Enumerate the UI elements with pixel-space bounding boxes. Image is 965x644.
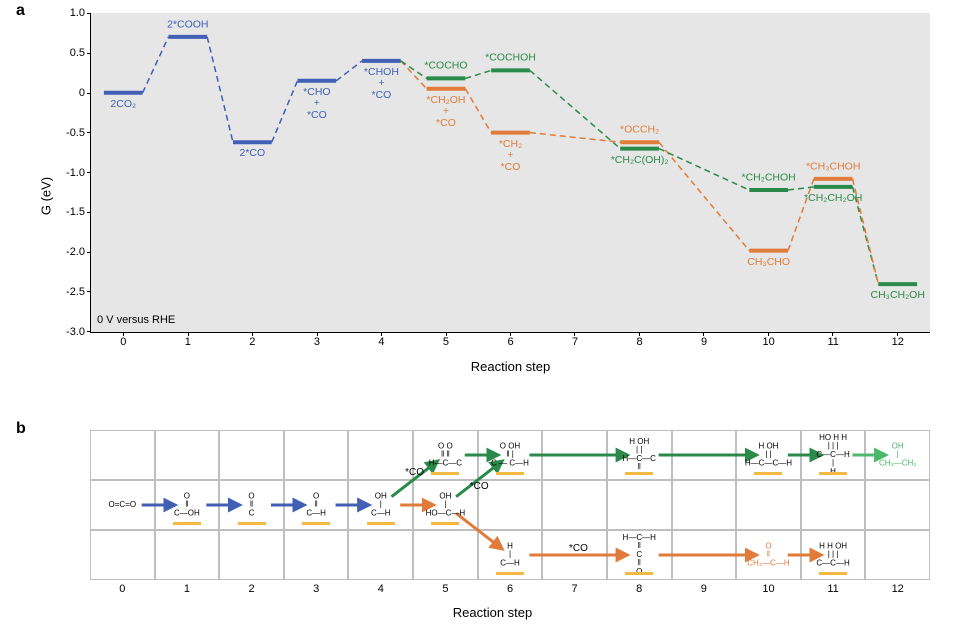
xtick-label-b: 2 (248, 583, 254, 595)
energy-level-label: *CH₂OH+*CO (426, 95, 465, 130)
surface-bar (431, 472, 459, 475)
xtick-mark (703, 332, 704, 336)
xtick-label-b: 9 (701, 583, 707, 595)
xtick-mark (317, 332, 318, 336)
ytick-mark (87, 13, 91, 14)
xtick-mark (574, 332, 575, 336)
arrow-note: *CO (470, 481, 489, 492)
xtick-label-b: 1 (184, 583, 190, 595)
arrow-note: *CO (569, 543, 588, 554)
surface-bar (625, 572, 653, 575)
energy-level-label: *OCCH₂ (620, 125, 659, 137)
ytick-mark (87, 212, 91, 213)
xtick-mark (123, 332, 124, 336)
surface-bar (367, 522, 395, 525)
xtick-mark (897, 332, 898, 336)
molecule: OH|C—H (371, 492, 391, 517)
energy-level-label: *CH₂CH₂OH (804, 193, 862, 205)
xtick-label-b: 7 (572, 583, 578, 595)
energy-level-label: *COCHO (424, 61, 467, 73)
ytick-mark (87, 172, 91, 173)
surface-bar (625, 472, 653, 475)
molecule: O O‖ ‖H—C—C (429, 442, 462, 467)
molecule: H OH| |H—C—C ‖ (623, 438, 656, 472)
surface-bar (496, 472, 524, 475)
xtick-label-b: 12 (892, 583, 904, 595)
energy-level-label: *CH₂C(OH)₂ (611, 155, 669, 167)
energy-level-label: *CHO+*CO (303, 87, 330, 122)
y-axis-label: G (eV) (39, 176, 54, 214)
energy-level-label: CH₃CH₂OH (871, 290, 925, 302)
molecule: O‖C—OH (174, 492, 200, 517)
xtick-label-b: 0 (119, 583, 125, 595)
xtick-mark (639, 332, 640, 336)
arrow-note: *CO (405, 467, 424, 478)
panel-b-label: b (16, 420, 26, 438)
plot-inner-a: -3.0-2.5-2.0-1.5-1.0-0.500.51.0012345678… (91, 13, 930, 332)
plot-area-a: -3.0-2.5-2.0-1.5-1.0-0.500.51.0012345678… (90, 13, 930, 333)
surface-bar (754, 472, 782, 475)
figure: a G (eV) -3.0-2.5-2.0-1.5-1.0-0.500.51.0… (0, 0, 965, 644)
panel-a: G (eV) -3.0-2.5-2.0-1.5-1.0-0.500.51.001… (40, 8, 945, 383)
xtick-label-b: 5 (442, 583, 448, 595)
energy-level-label: 2CO₂ (110, 99, 136, 111)
xtick-mark (768, 332, 769, 336)
molecule: OH|CH₃—CH₂ (879, 442, 916, 467)
surface-bar (819, 572, 847, 575)
x-axis-label-b: Reaction step (453, 605, 533, 620)
surface-bar (302, 522, 330, 525)
xtick-mark (252, 332, 253, 336)
xtick-mark (832, 332, 833, 336)
ytick-mark (87, 93, 91, 94)
panel-b: O=C=O O‖C—OH O‖C O‖C—H OH|C—H OH|HO—C—H O O‖ ‖… (40, 430, 945, 630)
xtick-label-b: 10 (762, 583, 774, 595)
xtick-mark (446, 332, 447, 336)
energy-level-label: *CHOH+*CO (364, 67, 399, 102)
surface-bar (819, 472, 847, 475)
energy-level-label: *CH₃CHOH (806, 161, 860, 173)
xtick-label-b: 4 (378, 583, 384, 595)
energy-level-label: *CH₂CHOH (742, 172, 796, 184)
grid-b: O=C=O O‖C—OH O‖C O‖C—H OH|C—H OH|HO—C—H O O‖ ‖… (90, 430, 930, 580)
molecule: O OH‖ |C — C—H (491, 442, 529, 467)
x-axis-label-a: Reaction step (471, 359, 551, 374)
panel-a-label: a (16, 2, 25, 20)
energy-level-label: 2*COOH (167, 19, 208, 31)
molecule: O=C=O (109, 501, 137, 509)
molecule: H—C—H ‖ C ‖ O (623, 534, 656, 576)
molecule: HO H H | | |C—C—H | H (816, 434, 849, 476)
surface-bar (431, 522, 459, 525)
ytick-mark (87, 331, 91, 332)
energy-level-label: *CH₂+*CO (499, 139, 522, 174)
xtick-label-b: 11 (827, 583, 838, 595)
molecule: O‖CH₃—C—H (747, 542, 789, 567)
molecule: O‖C—H (306, 492, 326, 517)
ytick-mark (87, 252, 91, 253)
ytick-mark (87, 132, 91, 133)
molecule: O‖C (248, 492, 254, 517)
condition-label: 0 V versus RHE (97, 314, 175, 326)
xtick-label-b: 8 (636, 583, 642, 595)
energy-level-label: CH₃CHO (747, 257, 790, 269)
surface-bar (496, 572, 524, 575)
xtick-mark (381, 332, 382, 336)
surface-bar (173, 522, 201, 525)
ytick-mark (87, 291, 91, 292)
xtick-label-b: 6 (507, 583, 513, 595)
energy-level-label: *COCHOH (485, 53, 536, 65)
xtick-label-b: 3 (313, 583, 319, 595)
molecule: H H OH| | |C—C—H (816, 542, 849, 567)
xtick-mark (510, 332, 511, 336)
energy-level-label: 2*CO (240, 148, 266, 160)
molecule: OH|HO—C—H (426, 492, 466, 517)
ytick-label: -3.0 (66, 326, 91, 338)
molecule: H OH| |H—C—C—H (745, 442, 792, 467)
surface-bar (238, 522, 266, 525)
molecule: H|C—H (500, 542, 520, 567)
ytick-mark (87, 53, 91, 54)
xtick-mark (188, 332, 189, 336)
